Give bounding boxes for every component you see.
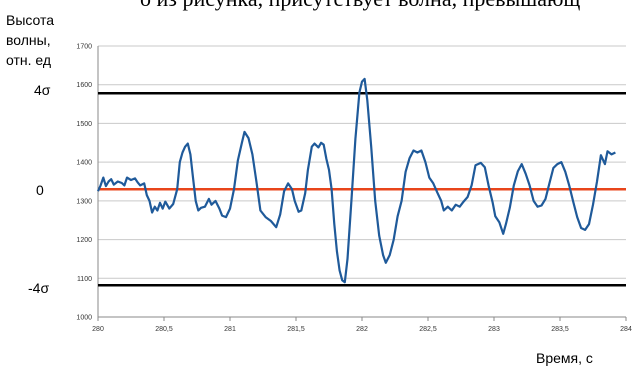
y-tick-label: 1100: [77, 276, 92, 283]
sigma-label-mean: 0: [36, 182, 44, 198]
x-tick-label: 282: [356, 326, 368, 333]
y-tick-label: 1700: [76, 44, 92, 51]
y-tick-label: 1500: [76, 121, 92, 128]
sigma-label-lower: -4σ: [28, 280, 50, 296]
sigma-label-upper: 4σ: [34, 82, 51, 98]
cropped-text-line: о из рисунка, присутствует волна, превыш…: [140, 0, 580, 12]
x-tick-label: 281,5: [287, 326, 305, 333]
y-tick-label: 1300: [76, 198, 92, 205]
axes: [97, 46, 627, 321]
reference-lines: [98, 91, 626, 287]
x-tick-label: 284: [620, 326, 632, 333]
y-tick-label: 1600: [76, 82, 92, 89]
x-axis-title: Время, с: [536, 350, 593, 366]
y-axis-title-line-1: Высота: [6, 12, 55, 28]
y-tick-label: 1200: [76, 237, 92, 244]
series-line: [96, 77, 616, 284]
x-tick-label: 283,5: [551, 326, 569, 333]
y-axis-title-line-3: отн. ед: [6, 52, 52, 68]
tick-labels: 1000 1100 1200 1300 1400 1500 1600 1700 280 280,5…: [76, 44, 632, 334]
x-tick-label: 280,5: [155, 326, 173, 333]
y-tick-label: 1000: [76, 315, 92, 322]
y-axis-title-line-2: волны,: [6, 32, 51, 48]
x-tick-label: 281: [224, 326, 236, 333]
x-tick-label: 283: [488, 326, 500, 333]
x-tick-label: 282,5: [419, 326, 437, 333]
y-axis-title: Высота волны, отн. ед: [6, 10, 86, 70]
series-group: [96, 77, 616, 284]
y-tick-label: 1400: [76, 160, 92, 167]
x-tick-label: 280: [92, 326, 104, 333]
